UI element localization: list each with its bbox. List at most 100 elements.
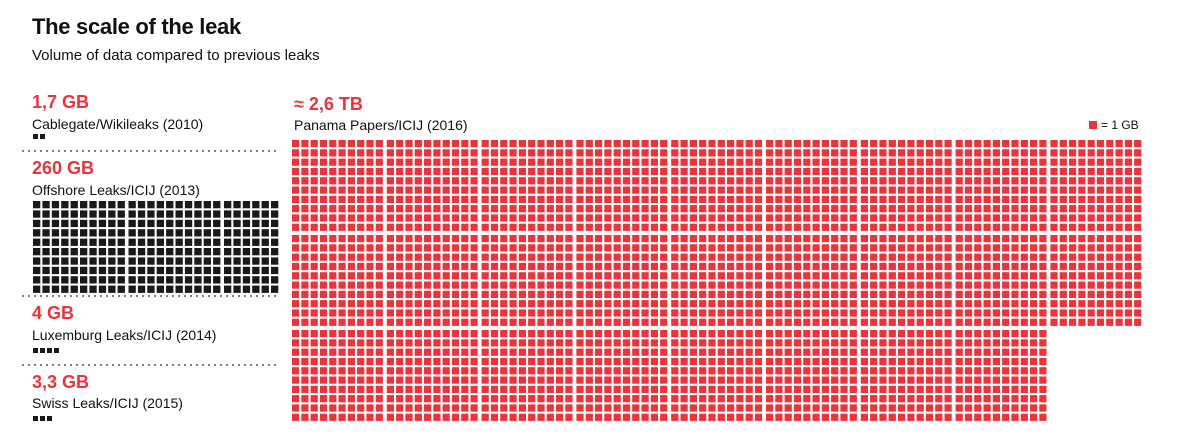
- waffle-cell: [944, 281, 952, 289]
- waffle-cell: [595, 167, 603, 176]
- waffle-cell: [470, 376, 478, 384]
- waffle-cell: [660, 244, 668, 252]
- waffle-cell: [424, 244, 432, 252]
- waffle-cell: [347, 367, 355, 375]
- waffle-cell: [500, 158, 508, 166]
- waffle-cell: [974, 158, 982, 166]
- waffle-cell: [775, 330, 783, 338]
- swissleaks-value: 3,3 GB: [32, 372, 90, 392]
- waffle-cell: [1050, 318, 1058, 326]
- waffle-cell: [793, 318, 802, 326]
- waffle-cell: [898, 395, 906, 403]
- waffle-cell: [490, 339, 499, 347]
- waffle-cell: [974, 395, 982, 403]
- waffle-cell: [585, 149, 593, 157]
- waffle-cell: [1011, 272, 1019, 280]
- waffle-cell: [490, 186, 499, 194]
- waffle-cell: [357, 376, 365, 384]
- waffle-cell: [1078, 309, 1086, 317]
- waffle-cell: [414, 244, 422, 252]
- waffle-cell: [1069, 186, 1077, 194]
- waffle-cell: [879, 177, 887, 185]
- waffle-cell: [831, 404, 839, 412]
- waffle-cell: [793, 330, 802, 338]
- waffle-cell: [98, 210, 107, 218]
- waffle-cell: [156, 248, 164, 256]
- waffle-cell: [546, 186, 554, 194]
- waffle-cell: [405, 367, 413, 375]
- waffle-cell: [80, 210, 88, 218]
- waffle-cell: [396, 158, 404, 166]
- waffle-cell: [775, 262, 783, 271]
- waffle-cell: [766, 290, 774, 298]
- waffle-cell: [565, 290, 573, 298]
- waffle-cell: [974, 167, 982, 176]
- waffle-cell: [745, 330, 753, 338]
- waffle-cell: [1087, 223, 1095, 231]
- waffle-cell: [98, 257, 107, 265]
- waffle-cell: [1059, 262, 1067, 271]
- waffle-cell: [650, 167, 658, 176]
- waffle-cell: [546, 290, 554, 298]
- waffle-cell: [736, 318, 744, 326]
- waffle-cell: [717, 367, 725, 375]
- waffle-cell: [424, 318, 432, 326]
- waffle-cell: [1002, 318, 1010, 326]
- waffle-cell: [632, 330, 640, 338]
- waffle-cell: [1106, 177, 1114, 185]
- luxleaks-name: Luxemburg Leaks/ICIJ (2014): [32, 327, 217, 343]
- waffle-cell: [632, 253, 640, 261]
- waffle-cell: [699, 413, 707, 421]
- waffle-cell: [481, 158, 489, 166]
- waffle-cell: [916, 195, 924, 203]
- waffle-cell: [849, 367, 857, 375]
- waffle-cell: [1011, 205, 1019, 213]
- waffle-cell: [585, 404, 593, 412]
- waffle-cell: [33, 276, 41, 284]
- waffle-cell: [184, 257, 193, 265]
- waffle-cell: [907, 149, 915, 157]
- waffle-cell: [1039, 339, 1047, 347]
- waffle-cell: [233, 238, 241, 246]
- waffle-cell: [898, 330, 906, 338]
- waffle-cell: [242, 238, 251, 246]
- waffle-cell: [849, 413, 857, 421]
- waffle-cell: [319, 330, 328, 338]
- waffle-cell: [366, 290, 374, 298]
- waffle-cell: [470, 223, 478, 231]
- waffle-cell: [955, 318, 963, 326]
- waffle-cell: [671, 348, 679, 356]
- waffle-cell: [481, 149, 489, 157]
- waffle-cell: [916, 357, 924, 366]
- waffle-cell: [840, 309, 848, 317]
- waffle-cell: [442, 149, 450, 157]
- waffle-cell: [708, 367, 716, 375]
- waffle-cell: [461, 413, 469, 421]
- waffle-cell: [964, 376, 973, 384]
- waffle-cell: [1020, 149, 1028, 157]
- waffle-cell: [632, 140, 640, 148]
- waffle-cell: [1030, 281, 1038, 289]
- waffle-cell: [396, 244, 404, 252]
- waffle-cell: [347, 413, 355, 421]
- waffle-cell: [680, 367, 688, 375]
- waffle-cell: [1011, 177, 1019, 185]
- waffle-cell: [414, 186, 422, 194]
- waffle-cell: [955, 348, 963, 356]
- waffle-cell: [1020, 140, 1028, 148]
- waffle-cell: [414, 395, 422, 403]
- waffle-cell: [1050, 149, 1058, 157]
- waffle-cell: [1050, 214, 1058, 222]
- waffle-cell: [898, 158, 906, 166]
- waffle-cell: [546, 385, 554, 393]
- waffle-cell: [319, 385, 328, 393]
- waffle-cell: [650, 140, 658, 148]
- waffle-cell: [414, 357, 422, 366]
- waffle-cell: [660, 214, 668, 222]
- waffle-cell: [156, 257, 164, 265]
- waffle-cell: [292, 214, 300, 222]
- waffle-cell: [366, 300, 374, 308]
- waffle-cell: [717, 244, 725, 252]
- waffle-cell: [1134, 244, 1142, 252]
- waffle-cell: [338, 300, 346, 308]
